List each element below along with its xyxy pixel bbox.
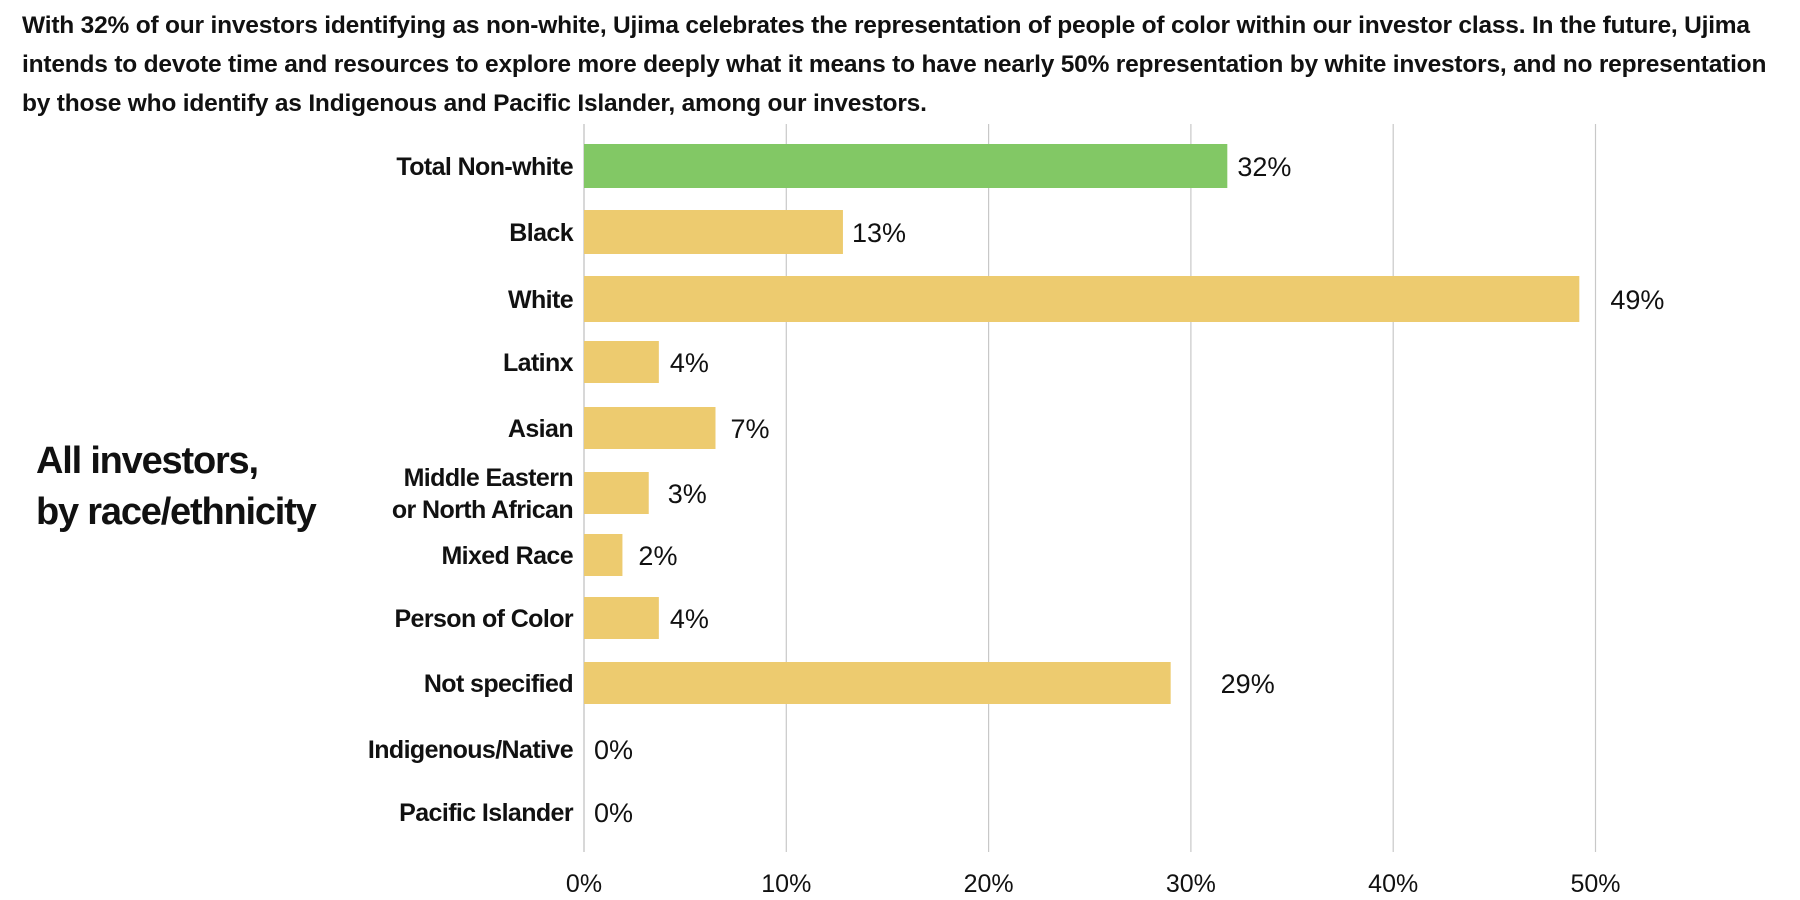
chart-title-line-1: All investors, [36, 440, 259, 482]
value-label: 0% [594, 798, 633, 828]
bar [584, 597, 659, 639]
tick-label: 10% [761, 870, 811, 898]
value-label: 4% [670, 348, 709, 378]
chart-title-line-2: by race/ethnicity [36, 491, 317, 533]
category-label: Person of Color [394, 605, 573, 633]
tick-label: 30% [1166, 870, 1216, 898]
tick-label: 40% [1368, 870, 1418, 898]
category-label: Mixed Race [441, 542, 573, 570]
value-label: 49% [1610, 285, 1664, 315]
bar [584, 534, 623, 576]
category-labels: Total Non-white Black White Latinx Asian Midd… [368, 153, 575, 827]
value-label: 4% [670, 604, 709, 634]
value-label: 2% [638, 541, 677, 571]
bar [584, 407, 716, 449]
bar [584, 144, 1228, 188]
value-label: 13% [852, 218, 906, 248]
chart-title: All investors, by race/ethnicity [36, 436, 317, 538]
value-label: 3% [668, 479, 707, 509]
category-label: Indigenous/Native [368, 736, 574, 764]
x-axis-tick-labels: 0% 10% 20% 30% 40% 50% [566, 870, 1621, 898]
value-label: 7% [730, 414, 769, 444]
tick-label: 20% [964, 870, 1014, 898]
tick-label: 0% [566, 870, 602, 898]
value-label: 32% [1237, 152, 1291, 182]
bar [584, 662, 1171, 704]
bar [584, 276, 1580, 322]
tick-label: 50% [1570, 870, 1620, 898]
bar [584, 341, 659, 383]
bar [584, 472, 649, 514]
bars [584, 144, 1580, 704]
category-label: Pacific Islander [399, 799, 574, 827]
value-labels: 32% 13% 49% 4% 7% 3% 2% 4% 29% 0% 0% [594, 152, 1664, 828]
category-label: Latinx [503, 349, 574, 377]
value-label: 0% [594, 735, 633, 765]
category-label: Black [509, 219, 573, 247]
intro-paragraph: With 32% of our investors identifying as… [22, 12, 1767, 117]
category-label: Asian [508, 415, 573, 443]
category-label: White [508, 286, 574, 314]
category-label: Middle Eastern or North African [392, 464, 573, 524]
category-label: Not specified [424, 670, 573, 698]
bar [584, 210, 843, 254]
category-label: Total Non-white [396, 153, 573, 181]
value-label: 29% [1221, 669, 1275, 699]
